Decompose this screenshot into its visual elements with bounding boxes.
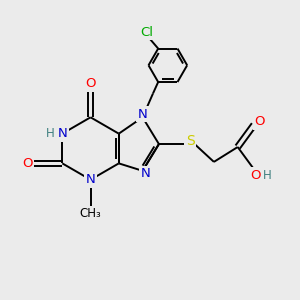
- Text: N: N: [86, 173, 95, 186]
- Text: CH₃: CH₃: [80, 207, 101, 220]
- Text: O: O: [85, 77, 96, 90]
- Text: N: N: [141, 167, 150, 180]
- Text: Cl: Cl: [140, 26, 153, 39]
- Text: H: H: [263, 169, 272, 182]
- Text: H: H: [46, 127, 54, 140]
- Text: O: O: [250, 169, 261, 182]
- Text: N: N: [57, 127, 67, 140]
- Text: O: O: [22, 157, 33, 170]
- Text: N: N: [138, 108, 147, 121]
- Text: S: S: [186, 134, 194, 148]
- Text: O: O: [255, 115, 265, 128]
